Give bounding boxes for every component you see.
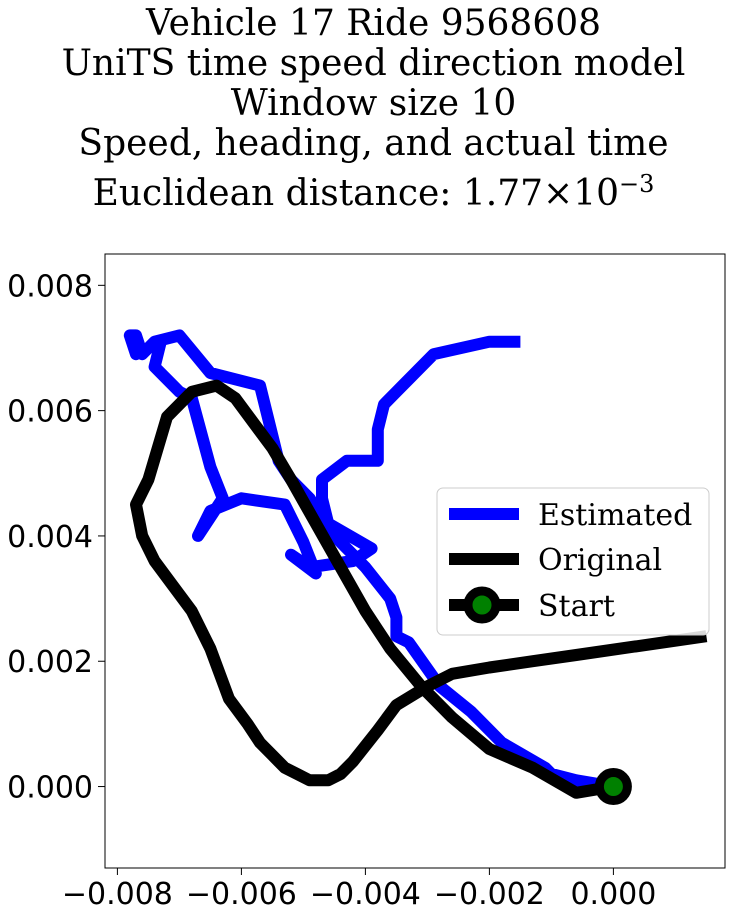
legend-box — [436, 487, 710, 636]
y-axis: 0.000 0.002 0.004 0.006 0.008 — [7, 269, 105, 806]
y-tick-label: 0.006 — [7, 395, 93, 430]
x-tick-label: −0.006 — [186, 877, 297, 912]
y-tick-label: 0.002 — [7, 645, 93, 680]
title-line-4: Speed, heading, and actual time — [78, 123, 669, 164]
legend-label-start: Start — [538, 589, 615, 624]
title-line-5: Euclidean distance: 1.77×10−3 — [0, 164, 747, 214]
y-tick-label: 0.008 — [7, 269, 93, 304]
start-marker — [594, 768, 632, 806]
title-line-3: Window size 10 — [230, 83, 517, 124]
x-axis: −0.008 −0.006 −0.004 −0.002 0.000 — [62, 868, 656, 912]
title-prefix: Euclidean distance: — [92, 173, 463, 214]
title-line-2: UniTS time speed direction model — [61, 43, 686, 84]
title-mantissa: 1.77 — [462, 173, 544, 214]
legend-label-original: Original — [538, 543, 662, 578]
legend-label-estimated: Estimated — [538, 498, 692, 533]
title-times: × — [543, 173, 574, 214]
y-tick-label: 0.000 — [7, 771, 93, 806]
x-tick-label: 0.000 — [570, 877, 656, 912]
x-tick-label: −0.008 — [62, 877, 173, 912]
title-base: 10 — [573, 173, 620, 214]
series-line-estimated — [123, 329, 615, 793]
chart-title: Vehicle 17 Ride 9568608 UniTS time speed… — [0, 4, 747, 214]
x-tick-label: −0.004 — [310, 877, 421, 912]
title-exponent: −3 — [619, 170, 655, 198]
y-tick-label: 0.004 — [7, 520, 93, 555]
legend-swatch-start-marker — [463, 586, 501, 624]
legend: Estimated Original Start — [436, 487, 710, 636]
series-line-original — [130, 379, 708, 799]
series-layer — [123, 329, 708, 806]
title-line-1: Vehicle 17 Ride 9568608 — [145, 3, 602, 44]
x-tick-label: −0.002 — [434, 877, 545, 912]
